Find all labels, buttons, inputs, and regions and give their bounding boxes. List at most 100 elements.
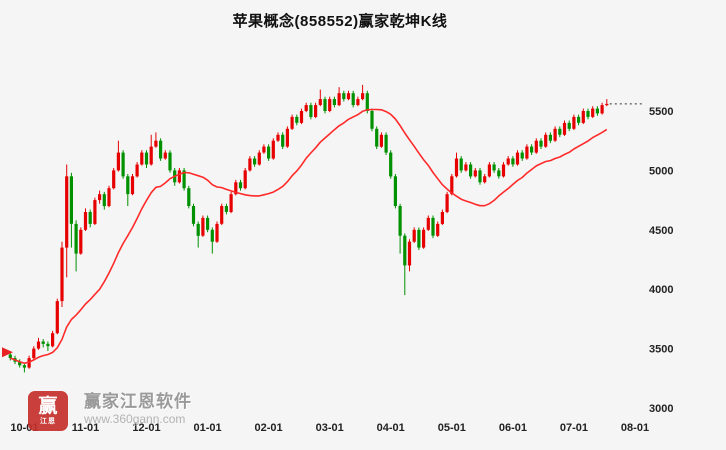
candle-body bbox=[393, 176, 397, 206]
candle-body bbox=[318, 99, 322, 105]
candle-body bbox=[309, 105, 313, 117]
watermark-url: www.360gann.com bbox=[84, 412, 186, 426]
candle-body bbox=[8, 354, 12, 359]
candle-body bbox=[154, 140, 158, 147]
candle-body bbox=[356, 99, 360, 105]
candle-body bbox=[177, 170, 181, 183]
y-axis-label: 4500 bbox=[649, 225, 673, 237]
candle-body bbox=[553, 128, 557, 141]
candle-body bbox=[379, 134, 383, 147]
candle-body bbox=[337, 93, 341, 106]
candle-body bbox=[206, 217, 210, 230]
candle-body bbox=[262, 146, 266, 153]
candle-body bbox=[55, 301, 59, 334]
candle-body bbox=[478, 170, 482, 183]
x-axis-label: 01-01 bbox=[194, 422, 222, 434]
candle-body bbox=[548, 134, 552, 141]
candle-body bbox=[60, 247, 64, 302]
watermark-logo-char: 赢 bbox=[38, 395, 58, 417]
candle-body bbox=[238, 182, 243, 189]
candle-body bbox=[426, 217, 430, 230]
candle-body bbox=[248, 158, 252, 171]
watermark-logo-sub: 江恩 bbox=[40, 417, 56, 425]
candle-body bbox=[525, 146, 529, 159]
candle-body bbox=[22, 365, 26, 368]
candle-body bbox=[93, 200, 97, 224]
y-axis-label: 3500 bbox=[649, 344, 673, 356]
x-axis-label: 04-01 bbox=[377, 422, 405, 434]
candle-body bbox=[323, 99, 327, 111]
x-axis-label: 06-01 bbox=[499, 422, 527, 434]
candle-body bbox=[116, 152, 120, 171]
candle-body bbox=[539, 140, 543, 147]
x-axis-label: 08-01 bbox=[621, 422, 649, 434]
candle-body bbox=[299, 111, 304, 123]
candle-body bbox=[417, 229, 421, 248]
candle-body bbox=[407, 241, 412, 266]
candle-body bbox=[112, 170, 116, 189]
candle-body bbox=[515, 152, 520, 165]
candle-body bbox=[577, 116, 581, 123]
x-axis-label: 03-01 bbox=[316, 422, 344, 434]
candle-body bbox=[469, 164, 473, 177]
candle-body bbox=[98, 194, 102, 201]
candle-body bbox=[389, 152, 393, 177]
candle-body bbox=[187, 188, 191, 206]
candle-body bbox=[572, 116, 576, 129]
start-arrow-icon bbox=[2, 347, 13, 358]
candle-body bbox=[581, 111, 585, 123]
candle-body bbox=[135, 164, 139, 177]
candle-body bbox=[121, 152, 125, 177]
candle-body bbox=[384, 134, 388, 153]
candle-body bbox=[506, 158, 510, 165]
candle-body bbox=[46, 343, 50, 347]
y-axis-label: 3000 bbox=[649, 403, 673, 415]
candle-body bbox=[422, 229, 426, 248]
candle-body bbox=[492, 164, 496, 171]
candle-body bbox=[234, 182, 238, 195]
watermark: 赢 江恩 赢家江恩软件 www.360gann.com bbox=[28, 391, 192, 431]
y-axis-label: 4000 bbox=[649, 284, 673, 296]
candle-body bbox=[65, 176, 69, 248]
candle-body bbox=[88, 212, 92, 224]
candle-body bbox=[398, 206, 402, 236]
candle-body bbox=[351, 93, 355, 106]
candle-body bbox=[375, 128, 379, 147]
candle-body bbox=[445, 194, 449, 212]
candle-body bbox=[342, 93, 346, 100]
candle-body bbox=[511, 158, 515, 165]
candle-body bbox=[220, 206, 224, 224]
candle-body bbox=[229, 194, 233, 212]
candle-body bbox=[140, 152, 144, 165]
candle-body bbox=[370, 111, 374, 129]
watermark-logo-icon: 赢 江恩 bbox=[28, 391, 68, 431]
watermark-text: 赢家江恩软件 www.360gann.com bbox=[84, 391, 192, 427]
candle-body bbox=[74, 223, 78, 254]
chart-title: 苹果概念(858552)赢家乾坤K线 bbox=[232, 13, 448, 30]
candle-body bbox=[243, 170, 247, 189]
candle-body bbox=[168, 152, 172, 171]
candle-body bbox=[412, 229, 416, 242]
candle-body bbox=[600, 105, 604, 114]
candle-body bbox=[83, 212, 88, 230]
x-axis-label: 11-01 bbox=[72, 422, 100, 434]
candle-body bbox=[182, 170, 186, 189]
candle-body bbox=[281, 134, 285, 147]
candle-body bbox=[51, 333, 55, 347]
candle-body bbox=[295, 116, 299, 123]
watermark-name: 赢家江恩软件 bbox=[84, 392, 192, 411]
candle-body bbox=[253, 158, 257, 165]
candle-body bbox=[276, 134, 280, 141]
candle-body bbox=[36, 341, 41, 349]
candle-body bbox=[107, 188, 111, 206]
candle-body bbox=[126, 176, 130, 195]
candle-body bbox=[144, 152, 149, 165]
candle-body bbox=[365, 93, 369, 111]
x-axis-label: 07-01 bbox=[560, 422, 588, 434]
candle-body bbox=[605, 103, 609, 106]
candle-body bbox=[436, 223, 440, 236]
ma-line bbox=[10, 108, 608, 364]
candle-body bbox=[595, 108, 599, 114]
candle-body bbox=[586, 111, 590, 117]
